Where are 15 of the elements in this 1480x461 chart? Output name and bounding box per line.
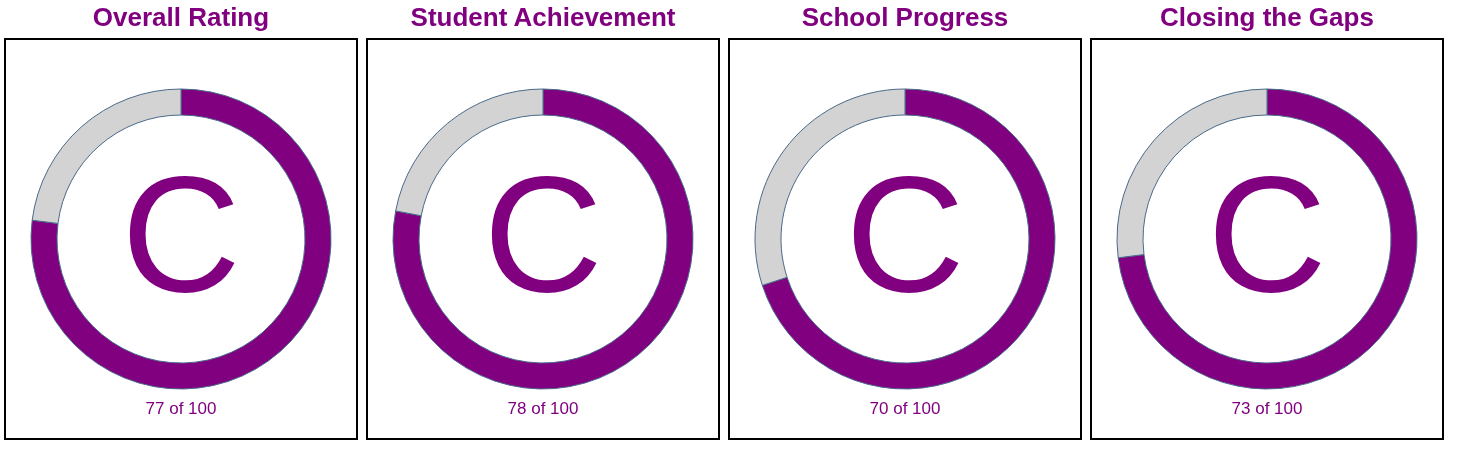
text: 73 of 100 <box>1231 399 1303 418</box>
chart-title: Student Achievement <box>410 2 676 32</box>
text: C <box>1207 142 1327 326</box>
chart-title: Overall Rating <box>92 2 270 32</box>
donut-slice <box>30 88 332 390</box>
donut-slice <box>1117 88 1418 390</box>
text: C <box>845 142 965 326</box>
text: 77 of 100 <box>145 399 217 418</box>
text: 70 of 100 <box>869 399 941 418</box>
text: C <box>483 142 603 326</box>
chart-title: School Progress <box>801 2 1009 32</box>
chart-title: Closing the Gaps <box>1160 2 1374 32</box>
text: 78 of 100 <box>507 399 579 418</box>
donut-slice <box>392 88 694 390</box>
text: C <box>121 142 241 326</box>
